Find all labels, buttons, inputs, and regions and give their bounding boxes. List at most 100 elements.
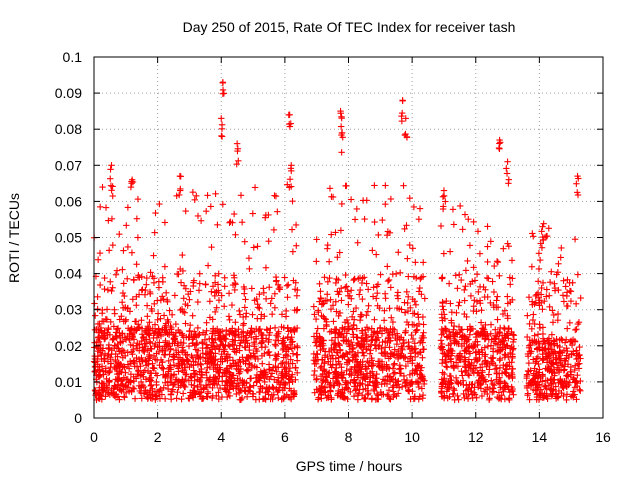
data-point <box>496 357 503 364</box>
data-point <box>442 359 450 366</box>
data-point <box>500 245 507 252</box>
data-point <box>451 387 458 394</box>
data-point <box>456 299 463 306</box>
data-point <box>112 271 120 278</box>
data-point <box>109 192 116 200</box>
data-point <box>445 280 453 287</box>
data-point <box>105 217 112 224</box>
data-point <box>204 262 212 269</box>
data-point <box>438 388 445 395</box>
data-point <box>119 289 127 297</box>
data-point <box>138 337 145 345</box>
data-point <box>536 256 544 264</box>
data-point <box>177 185 184 193</box>
data-point <box>124 204 132 211</box>
data-point <box>558 244 565 252</box>
data-point <box>392 270 400 278</box>
data-point <box>107 166 114 173</box>
data-point <box>149 360 156 367</box>
data-point <box>452 272 459 279</box>
data-point <box>507 281 514 288</box>
data-point <box>165 357 172 365</box>
data-point <box>289 360 296 367</box>
y-tick-label: 0.06 <box>55 193 82 209</box>
data-point <box>272 342 279 350</box>
data-point <box>490 288 498 296</box>
data-point <box>293 242 300 249</box>
data-point <box>467 292 475 300</box>
data-point <box>218 133 226 140</box>
data-point <box>208 335 215 342</box>
data-point <box>282 307 290 315</box>
data-point <box>326 185 334 192</box>
data-point <box>406 241 413 249</box>
data-point <box>324 291 331 298</box>
data-point <box>493 258 501 265</box>
x-tick-label: 10 <box>404 429 420 445</box>
data-point <box>390 361 398 369</box>
data-point <box>99 183 106 191</box>
data-point <box>329 193 337 201</box>
data-point <box>146 354 154 362</box>
data-point <box>489 278 496 285</box>
x-tick-label: 6 <box>281 429 289 445</box>
data-point <box>396 269 404 276</box>
data-point <box>121 292 128 300</box>
data-point <box>476 250 484 257</box>
data-point <box>273 332 280 339</box>
data-point <box>338 297 345 304</box>
data-point <box>151 321 159 328</box>
data-point <box>188 374 195 381</box>
data-point <box>394 289 402 296</box>
data-point <box>241 304 249 311</box>
data-point <box>456 202 464 210</box>
data-point <box>107 175 114 182</box>
data-point <box>157 315 164 322</box>
data-point <box>219 201 227 208</box>
data-point <box>231 327 239 335</box>
data-point <box>200 386 207 393</box>
data-point <box>267 300 274 307</box>
data-point <box>343 283 350 290</box>
data-point <box>232 360 239 367</box>
data-point <box>272 356 279 364</box>
data-point <box>409 245 416 252</box>
data-point <box>119 386 127 393</box>
data-point <box>563 292 570 300</box>
y-axis-label: ROTI / TECUs <box>6 193 22 283</box>
data-point <box>133 261 140 268</box>
data-point <box>222 377 230 384</box>
data-point <box>440 250 448 257</box>
data-point <box>105 247 113 254</box>
data-point <box>451 396 458 404</box>
data-point <box>122 369 129 376</box>
y-tick-label: 0 <box>74 410 82 426</box>
data-point <box>243 366 250 374</box>
data-point <box>248 328 256 336</box>
data-point <box>487 238 495 245</box>
data-point <box>576 343 583 351</box>
data-point <box>494 316 501 323</box>
data-point <box>212 190 219 198</box>
data-point <box>540 220 547 227</box>
data-point <box>250 382 257 389</box>
data-point <box>446 248 454 255</box>
data-point <box>406 194 413 202</box>
data-point <box>563 396 570 404</box>
data-point <box>105 378 112 386</box>
data-point <box>124 275 131 282</box>
data-point <box>539 306 546 313</box>
data-point <box>160 312 168 319</box>
data-point <box>207 203 215 210</box>
data-point <box>153 378 160 386</box>
data-point <box>314 325 321 332</box>
y-tick-label: 0.1 <box>63 49 83 65</box>
data-point <box>187 288 194 295</box>
data-point <box>102 204 110 211</box>
data-point <box>371 316 378 323</box>
data-point <box>420 321 427 328</box>
data-point <box>449 206 457 213</box>
data-point <box>168 311 176 318</box>
data-point <box>371 182 378 189</box>
data-point <box>462 267 470 274</box>
